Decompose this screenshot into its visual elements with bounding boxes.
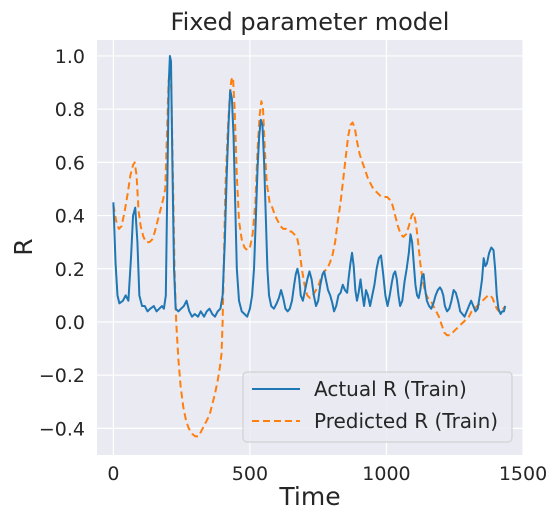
y-tick-label: 0.2 bbox=[55, 259, 85, 281]
x-tick-label: 1000 bbox=[362, 463, 410, 485]
series-line-actual bbox=[112, 54, 507, 318]
y-tick-label: −0.2 bbox=[39, 365, 85, 387]
series-layer bbox=[112, 54, 507, 438]
x-tick-label: 1500 bbox=[499, 463, 547, 485]
y-tick-label: 0.8 bbox=[55, 99, 85, 121]
legend: Actual R (Train) Predicted R (Train) bbox=[242, 371, 513, 443]
y-tick-label: 0.6 bbox=[55, 152, 85, 174]
y-tick-label: 0.0 bbox=[55, 312, 85, 334]
legend-label-predicted: Predicted R (Train) bbox=[314, 409, 498, 433]
y-tick-label: 0.4 bbox=[55, 206, 85, 228]
y-tick-labels: −0.4 −0.2 0.0 0.2 0.4 0.6 0.8 1.0 bbox=[39, 46, 85, 440]
y-tick-label: 1.0 bbox=[55, 46, 85, 68]
y-axis-title: R bbox=[9, 238, 38, 255]
x-tick-label: 0 bbox=[107, 463, 119, 485]
chart-title: Fixed parameter model bbox=[171, 8, 450, 36]
x-tick-labels: 0 500 1000 1500 bbox=[107, 463, 547, 485]
x-axis-title: Time bbox=[278, 482, 340, 511]
y-tick-label: −0.4 bbox=[39, 418, 85, 440]
x-tick-label: 500 bbox=[232, 463, 268, 485]
legend-label-actual: Actual R (Train) bbox=[314, 377, 467, 401]
legend-box bbox=[242, 371, 513, 443]
